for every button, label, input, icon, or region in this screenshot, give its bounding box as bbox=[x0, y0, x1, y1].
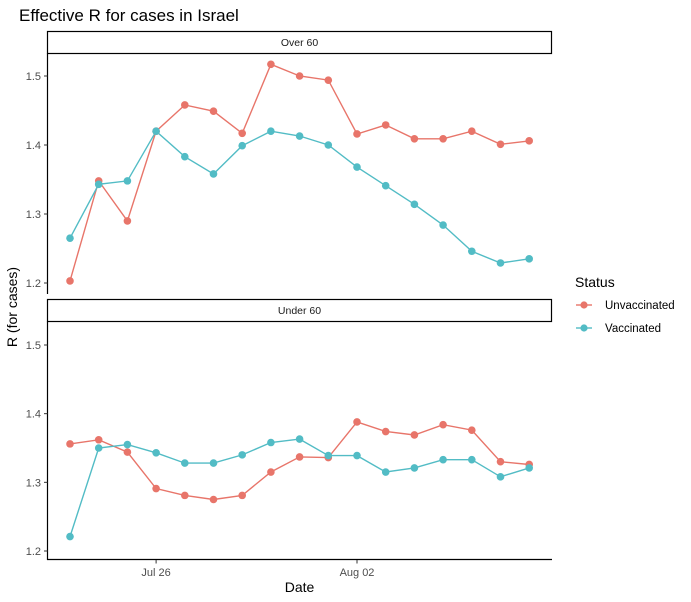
data-point-vaccinated bbox=[94, 180, 103, 189]
data-point-unvaccinated bbox=[123, 217, 132, 225]
legend-label: Unvaccinated bbox=[605, 300, 675, 312]
data-point-vaccinated bbox=[468, 455, 476, 464]
data-point-unvaccinated bbox=[410, 134, 419, 143]
data-point-vaccinated bbox=[381, 181, 390, 190]
legend-key-point bbox=[580, 301, 588, 309]
data-point-vaccinated bbox=[468, 247, 476, 256]
y-tick-label: 1.3 bbox=[26, 477, 41, 489]
data-point-unvaccinated bbox=[238, 491, 246, 500]
data-point-vaccinated bbox=[295, 132, 304, 140]
data-point-vaccinated bbox=[496, 473, 505, 481]
data-point-vaccinated bbox=[209, 459, 218, 467]
chart-title: Effective R for cases in Israel bbox=[19, 6, 239, 25]
data-point-unvaccinated bbox=[496, 140, 505, 149]
data-point-vaccinated bbox=[123, 177, 132, 185]
data-point-vaccinated bbox=[238, 141, 246, 150]
data-point-unvaccinated bbox=[267, 60, 275, 69]
legend: Status Unvaccinated Vaccinated bbox=[575, 274, 675, 335]
y-tick-label: 1.4 bbox=[26, 409, 41, 421]
data-point-vaccinated bbox=[381, 468, 390, 476]
legend-item-unvaccinated[interactable]: Unvaccinated bbox=[576, 300, 675, 312]
data-point-vaccinated bbox=[267, 127, 275, 135]
data-point-vaccinated bbox=[123, 440, 132, 449]
facet-strip bbox=[46, 30, 553, 55]
data-point-vaccinated bbox=[295, 435, 304, 443]
data-point-vaccinated bbox=[181, 459, 189, 467]
facet-under-60: Under 60 1.2 1.3 1.4 1.5 Jul 26 Aug 02 bbox=[26, 298, 553, 579]
data-point-unvaccinated bbox=[66, 440, 74, 448]
data-point-unvaccinated bbox=[267, 468, 275, 476]
y-tick-label: 1.2 bbox=[26, 278, 41, 290]
data-point-vaccinated bbox=[209, 170, 218, 178]
data-point-vaccinated bbox=[410, 200, 419, 209]
y-tick-label: 1.5 bbox=[26, 71, 41, 83]
legend-item-vaccinated[interactable]: Vaccinated bbox=[576, 323, 661, 335]
series-group bbox=[66, 60, 533, 285]
data-point-unvaccinated bbox=[94, 435, 103, 444]
data-point-unvaccinated bbox=[525, 137, 533, 145]
series-line-unvaccinated bbox=[69, 63, 530, 282]
data-point-unvaccinated bbox=[324, 76, 333, 84]
y-axis-ticks: 1.2 1.3 1.4 1.5 bbox=[26, 340, 48, 558]
data-point-unvaccinated bbox=[381, 427, 390, 436]
data-point-vaccinated bbox=[525, 255, 533, 263]
data-point-unvaccinated bbox=[295, 72, 304, 80]
data-point-unvaccinated bbox=[123, 448, 132, 456]
data-point-unvaccinated bbox=[152, 484, 160, 493]
series-group bbox=[66, 418, 533, 541]
data-point-vaccinated bbox=[439, 221, 447, 229]
facet-strip-label: Over 60 bbox=[281, 37, 319, 49]
data-point-unvaccinated bbox=[439, 420, 447, 429]
data-point-vaccinated bbox=[267, 438, 275, 447]
data-point-vaccinated bbox=[324, 141, 333, 149]
data-point-vaccinated bbox=[66, 532, 74, 541]
data-point-vaccinated bbox=[410, 464, 419, 472]
legend-key-point bbox=[580, 324, 588, 332]
data-point-unvaccinated bbox=[66, 277, 74, 285]
legend-title: Status bbox=[575, 274, 615, 290]
data-point-unvaccinated bbox=[353, 130, 361, 138]
data-point-vaccinated bbox=[324, 451, 333, 460]
y-tick-label: 1.4 bbox=[26, 140, 41, 152]
data-point-vaccinated bbox=[94, 444, 103, 452]
data-point-unvaccinated bbox=[496, 457, 505, 466]
series-line-vaccinated bbox=[69, 130, 530, 264]
data-point-vaccinated bbox=[152, 127, 160, 135]
data-point-unvaccinated bbox=[381, 121, 390, 129]
data-point-unvaccinated bbox=[468, 127, 476, 135]
x-axis-title: Date bbox=[285, 579, 315, 595]
data-point-vaccinated bbox=[496, 259, 505, 267]
data-point-vaccinated bbox=[152, 449, 160, 457]
data-point-unvaccinated bbox=[353, 418, 361, 426]
data-point-vaccinated bbox=[353, 451, 361, 460]
data-point-vaccinated bbox=[353, 163, 361, 171]
data-point-vaccinated bbox=[181, 152, 189, 161]
y-tick-label: 1.3 bbox=[26, 209, 41, 221]
x-tick-label: Jul 26 bbox=[141, 567, 170, 579]
x-axis-ticks: Jul 26 Aug 02 bbox=[141, 560, 374, 579]
facet-strip-label: Under 60 bbox=[278, 305, 321, 317]
y-tick-label: 1.2 bbox=[26, 546, 41, 558]
legend-label: Vaccinated bbox=[605, 323, 661, 335]
y-tick-label: 1.5 bbox=[26, 340, 41, 352]
data-point-unvaccinated bbox=[468, 426, 476, 434]
facet-strip bbox=[46, 298, 553, 323]
data-point-unvaccinated bbox=[295, 453, 304, 461]
facet-over-60: Over 60 1.2 1.3 1.4 1.5 bbox=[26, 30, 553, 294]
data-point-unvaccinated bbox=[238, 129, 246, 138]
data-point-unvaccinated bbox=[410, 431, 419, 439]
data-point-unvaccinated bbox=[439, 134, 447, 143]
data-point-unvaccinated bbox=[181, 101, 189, 109]
data-point-vaccinated bbox=[439, 455, 447, 464]
y-axis-title: R (for cases) bbox=[4, 267, 20, 347]
data-point-unvaccinated bbox=[209, 107, 218, 115]
data-point-vaccinated bbox=[238, 451, 246, 459]
x-tick-label: Aug 02 bbox=[340, 567, 375, 579]
data-point-vaccinated bbox=[525, 464, 533, 472]
data-point-unvaccinated bbox=[181, 491, 189, 500]
data-point-vaccinated bbox=[66, 234, 74, 242]
data-point-unvaccinated bbox=[209, 495, 218, 504]
y-axis-ticks: 1.2 1.3 1.4 1.5 bbox=[26, 71, 48, 290]
